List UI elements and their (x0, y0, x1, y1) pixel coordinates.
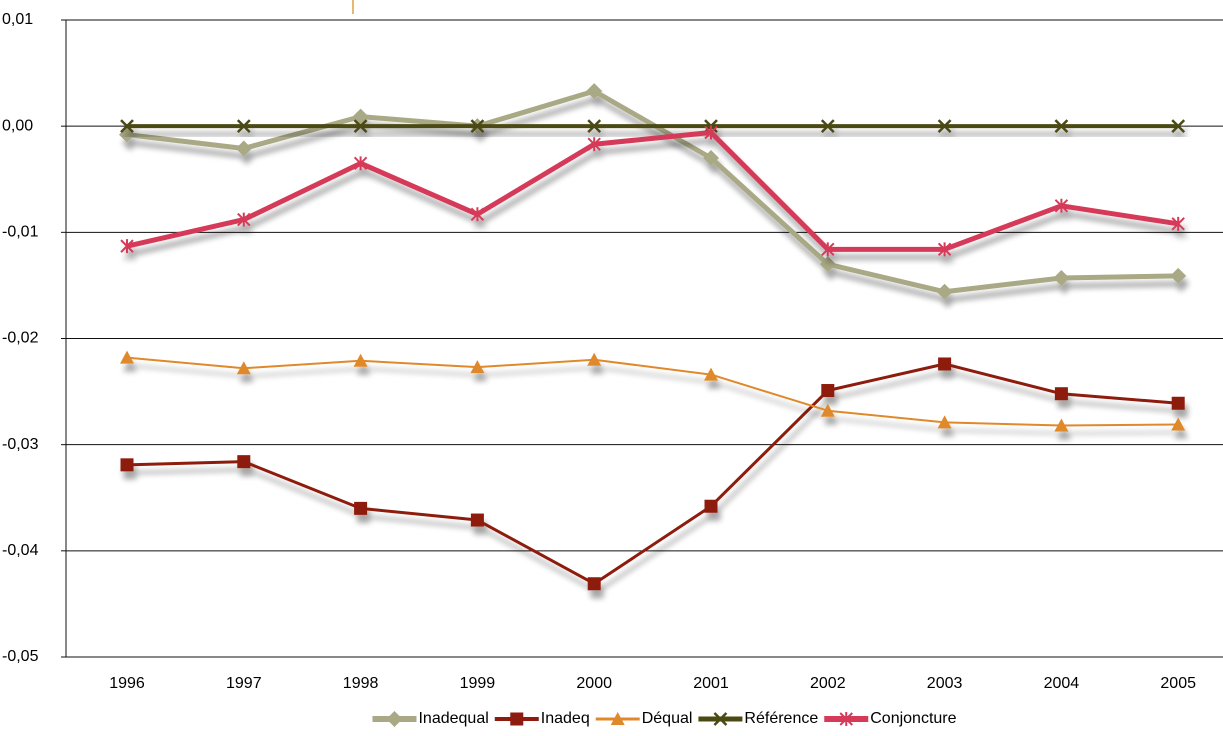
data-point (119, 126, 135, 143)
legend: Inadequal Inadeq Déqual Référence Conjonctur… (372, 710, 957, 727)
x-tick-label: 2003 (927, 675, 963, 692)
data-point (237, 212, 251, 227)
x-tick-label: 1996 (109, 675, 145, 692)
data-point (235, 140, 252, 157)
legend-marker (386, 711, 403, 727)
data-point (703, 150, 719, 167)
data-point (1054, 119, 1069, 134)
data-point (353, 156, 368, 171)
legend-marker (510, 712, 524, 726)
x-tick-label: 2004 (1044, 675, 1080, 692)
data-point (704, 367, 718, 381)
legend-label: Inadequal (418, 710, 488, 727)
legend-item: Conjoncture (824, 710, 957, 727)
data-point (704, 499, 718, 513)
data-point (470, 207, 485, 222)
legend-marker (839, 712, 853, 726)
data-point (236, 119, 251, 134)
legend-item: Référence (698, 710, 818, 727)
data-point (1053, 269, 1070, 286)
data-point (937, 415, 952, 429)
data-point (587, 137, 601, 152)
data-point (937, 119, 952, 134)
data-point (1171, 216, 1185, 231)
data-point (120, 239, 134, 254)
data-point (1054, 387, 1068, 401)
series-line (126, 362, 1179, 586)
legend-marker (610, 712, 625, 725)
data-point (820, 403, 835, 417)
data-point (353, 119, 368, 134)
data-point (1171, 417, 1186, 431)
data-point (587, 577, 601, 591)
data-point (1054, 198, 1069, 213)
legend-item: Inadeq (494, 710, 590, 727)
y-tick-label: -0,05 (2, 648, 39, 665)
series-line (126, 356, 1179, 427)
y-tick-label: -0,04 (2, 542, 39, 559)
legend-label: Référence (744, 710, 818, 727)
x-tick-label: 2001 (693, 675, 729, 692)
data-point (1054, 418, 1069, 432)
series (119, 83, 1187, 300)
data-point (470, 513, 484, 527)
series (120, 350, 1186, 432)
data-point (470, 360, 485, 374)
legend-label: Conjoncture (870, 710, 956, 727)
data-point (820, 119, 835, 134)
legend-marker (713, 712, 728, 726)
series-line (126, 88, 1179, 295)
y-tick-label: 0,01 (2, 11, 33, 28)
data-point (821, 384, 835, 398)
x-tick-label: 1998 (343, 675, 379, 692)
legend-item: Déqual (595, 710, 693, 727)
data-point (1171, 119, 1186, 134)
legend-item: Inadequal (372, 710, 489, 727)
data-point (938, 357, 952, 371)
legend-label: Inadeq (541, 710, 590, 727)
legend-label: Déqual (642, 710, 693, 727)
data-point (819, 256, 836, 273)
data-point (704, 125, 718, 140)
x-tick-label: 2000 (576, 675, 612, 692)
data-point (120, 119, 134, 134)
y-tick-label: -0,01 (2, 224, 39, 241)
x-tick-label: 1999 (460, 675, 496, 692)
data-point (587, 352, 602, 366)
data-point (236, 361, 251, 375)
data-point (586, 83, 603, 100)
data-point (1171, 396, 1185, 410)
data-point (936, 283, 953, 300)
series (120, 119, 1186, 134)
data-point (587, 119, 602, 134)
y-tick-label: 0,00 (2, 117, 33, 134)
data-point (237, 455, 251, 469)
data-point (937, 242, 952, 257)
data-point (120, 350, 134, 364)
data-point (821, 242, 835, 257)
data-point (353, 353, 368, 367)
x-tick-label: 2002 (810, 675, 846, 692)
data-point (470, 119, 485, 134)
data-point (1170, 267, 1187, 284)
data-point (120, 458, 134, 472)
y-tick-label: -0,03 (2, 436, 39, 453)
series (120, 125, 1185, 257)
series (120, 357, 1185, 591)
x-tick-label: 1997 (226, 675, 262, 692)
data-point (354, 501, 368, 515)
x-tick-label: 2005 (1160, 675, 1196, 692)
series-line (126, 130, 1179, 252)
y-tick-label: -0,02 (2, 330, 39, 347)
